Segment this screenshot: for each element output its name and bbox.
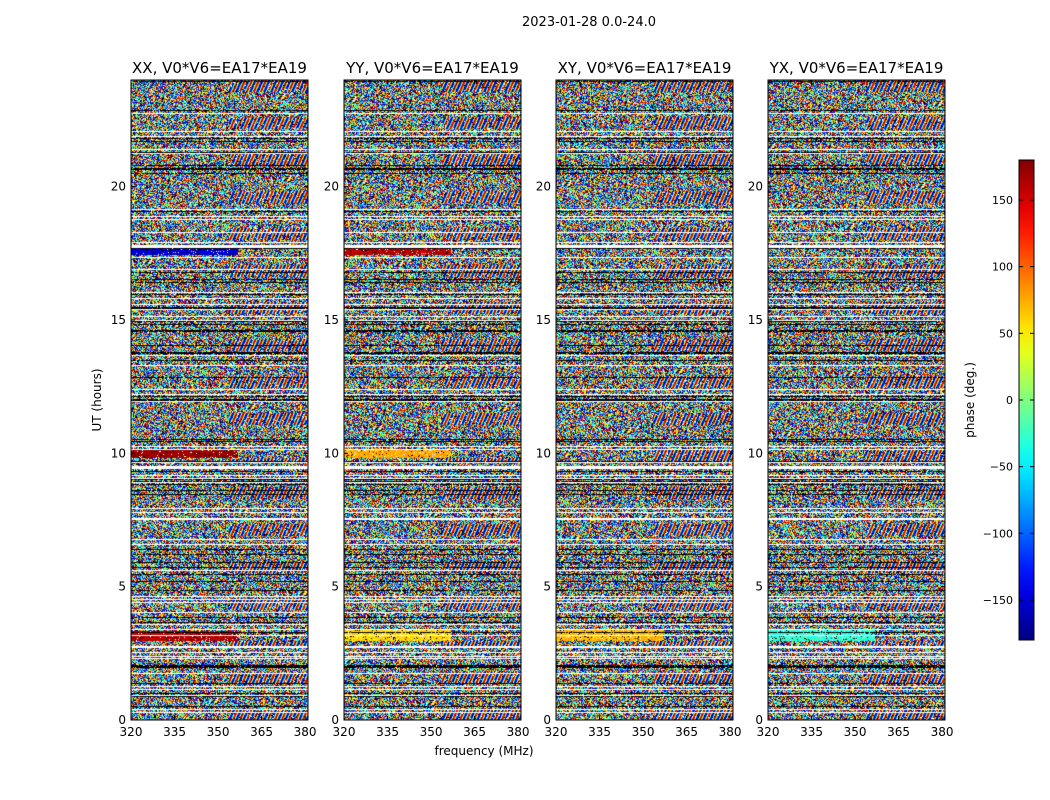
colorbar-label: phase (deg.) bbox=[963, 362, 977, 438]
panel-xy: XY, V0*V6=EA17*EA19 320 335 350 365 380 0 5 10 15… bbox=[536, 59, 742, 739]
y-tick-label: 20 bbox=[111, 180, 126, 194]
x-tick-label: 320 bbox=[120, 725, 143, 739]
x-tick-label: 350 bbox=[632, 725, 655, 739]
x-tick-label: 335 bbox=[376, 725, 399, 739]
axes-frame bbox=[767, 79, 946, 721]
figure-suptitle: 2023-01-28 0.0-24.0 bbox=[522, 15, 656, 30]
y-tick-label: 15 bbox=[536, 313, 551, 327]
panel-yy: YY, V0*V6=EA17*EA19 320 335 350 365 380 0 5 10 15… bbox=[324, 59, 530, 739]
y-tick-label: 10 bbox=[748, 446, 763, 460]
panels-group: XX, V0*V6=EA17*EA19 320 335 350 365 380 0 5 10 15… bbox=[111, 59, 954, 739]
y-tick-label: 5 bbox=[118, 580, 126, 594]
y-tick-label: 10 bbox=[324, 446, 339, 460]
y-tick-label: 5 bbox=[543, 580, 551, 594]
x-tick-label: 350 bbox=[420, 725, 443, 739]
colorbar-tick-label: 50 bbox=[999, 327, 1013, 340]
y-tick-label: 20 bbox=[748, 180, 763, 194]
x-tick-label: 335 bbox=[588, 725, 611, 739]
panel-title: XX, V0*V6=EA17*EA19 bbox=[132, 59, 307, 77]
y-tick-label: 0 bbox=[118, 713, 126, 727]
x-tick-label: 365 bbox=[250, 725, 273, 739]
y-tick-label: 0 bbox=[755, 713, 763, 727]
colorbar-tick-label: −100 bbox=[983, 527, 1013, 540]
x-tick-label: 365 bbox=[463, 725, 486, 739]
colorbar-tick-label: 150 bbox=[992, 194, 1013, 207]
x-axis-label: frequency (MHz) bbox=[434, 744, 533, 758]
x-tick-label: 335 bbox=[163, 725, 186, 739]
x-tick-label: 350 bbox=[207, 725, 230, 739]
y-tick-label: 0 bbox=[543, 713, 551, 727]
y-tick-label: 0 bbox=[331, 713, 339, 727]
panel-title: YY, V0*V6=EA17*EA19 bbox=[345, 59, 519, 77]
y-tick-label: 20 bbox=[536, 180, 551, 194]
phase-heatmap bbox=[768, 80, 945, 720]
panel-xx: XX, V0*V6=EA17*EA19 320 335 350 365 380 0 5 10 15… bbox=[111, 59, 317, 739]
y-tick-label: 15 bbox=[748, 313, 763, 327]
axes-frame bbox=[343, 79, 522, 721]
y-axis-label: UT (hours) bbox=[90, 368, 104, 431]
colorbar-tick-label: 100 bbox=[992, 261, 1013, 274]
phase-heatmap bbox=[131, 80, 308, 720]
y-tick-label: 5 bbox=[755, 580, 763, 594]
y-tick-label: 5 bbox=[331, 580, 339, 594]
x-tick-label: 365 bbox=[675, 725, 698, 739]
x-tick-label: 380 bbox=[294, 725, 317, 739]
colorbar-tick-label: 0 bbox=[1006, 394, 1013, 407]
y-tick-label: 15 bbox=[111, 313, 126, 327]
axes-frame bbox=[555, 79, 734, 721]
panel-title: YX, V0*V6=EA17*EA19 bbox=[769, 59, 944, 77]
x-tick-label: 335 bbox=[800, 725, 823, 739]
x-tick-label: 320 bbox=[545, 725, 568, 739]
x-tick-label: 320 bbox=[333, 725, 356, 739]
x-tick-label: 380 bbox=[719, 725, 742, 739]
colorbar: −150 −100 −50 0 50 100 150 bbox=[983, 159, 1035, 641]
x-tick-label: 350 bbox=[844, 725, 867, 739]
phase-heatmap bbox=[344, 80, 521, 720]
phase-heatmap bbox=[556, 80, 733, 720]
panel-yx: YX, V0*V6=EA17*EA19 320 335 350 365 380 0 5 10 15… bbox=[748, 59, 954, 739]
colorbar-tick-label: −50 bbox=[990, 461, 1013, 474]
axes-frame bbox=[130, 79, 309, 721]
y-tick-label: 20 bbox=[324, 180, 339, 194]
y-tick-label: 15 bbox=[324, 313, 339, 327]
y-tick-label: 10 bbox=[111, 446, 126, 460]
panel-title: XY, V0*V6=EA17*EA19 bbox=[558, 59, 732, 77]
colorbar-tick-label: −150 bbox=[983, 594, 1013, 607]
x-tick-label: 380 bbox=[931, 725, 954, 739]
x-tick-label: 320 bbox=[757, 725, 780, 739]
y-tick-label: 10 bbox=[536, 446, 551, 460]
x-tick-label: 365 bbox=[887, 725, 910, 739]
x-tick-label: 380 bbox=[507, 725, 530, 739]
